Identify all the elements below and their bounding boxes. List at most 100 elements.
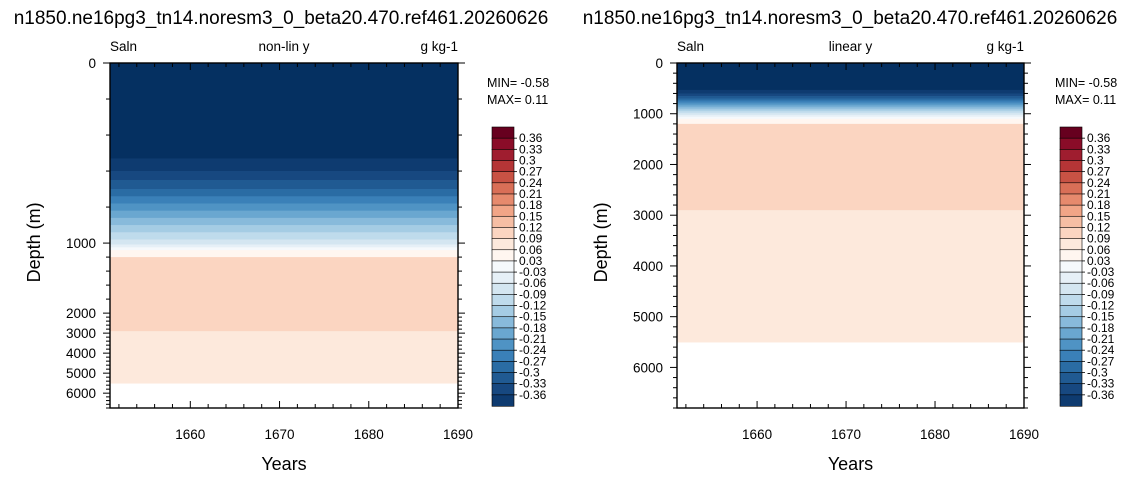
colorbar-label: -0.24	[1087, 343, 1115, 357]
panel-1: n1850.ne16pg3_tn14.noresm3_0_beta20.470.…	[14, 8, 550, 474]
colorbar-box	[1059, 305, 1083, 318]
min-label: MIN= -0.58	[1055, 76, 1117, 90]
colorbar-label: 0.36	[519, 131, 543, 145]
salinity-band	[677, 104, 1024, 108]
variable-label: Saln	[110, 39, 137, 54]
colorbar-label: 0.33	[519, 142, 543, 156]
colorbar-box	[1059, 372, 1083, 385]
colorbar-box	[1059, 294, 1083, 307]
y-tick-label: 2000	[633, 157, 663, 172]
chart-title: n1850.ne16pg3_tn14.noresm3_0_beta20.470.…	[583, 8, 1118, 29]
colorbar-box	[491, 149, 515, 162]
salinity-band	[677, 110, 1024, 114]
colorbar-label: 0.12	[519, 220, 543, 234]
max-label: MAX= 0.11	[487, 93, 548, 107]
colorbar-label: -0.09	[519, 287, 547, 301]
colorbar-label: 0.21	[1087, 187, 1111, 201]
salinity-band	[110, 171, 458, 181]
colorbar-label: -0.15	[519, 310, 547, 324]
salinity-band	[677, 114, 1024, 118]
colorbar-box	[1059, 193, 1083, 206]
colorbar-label: -0.3	[1087, 366, 1108, 380]
colorbar-label: -0.12	[519, 299, 547, 313]
colorbar-label: 0.36	[1087, 131, 1111, 145]
salinity-band	[110, 196, 458, 204]
colorbar-label: -0.24	[519, 343, 547, 357]
salinity-band	[110, 244, 458, 248]
colorbar-label: 0.18	[1087, 198, 1111, 212]
colorbar-label: -0.12	[1087, 299, 1115, 313]
salinity-band	[677, 93, 1024, 97]
salinity-band	[110, 189, 458, 197]
x-tick-label: 1680	[920, 427, 950, 442]
colorbar-box	[1059, 182, 1083, 195]
colorbar-box	[491, 126, 515, 139]
units-label: g kg-1	[420, 39, 458, 54]
colorbar-label: 0.06	[519, 243, 543, 257]
colorbar-label: -0.3	[519, 366, 540, 380]
salinity-band	[110, 239, 458, 245]
colorbar-box	[491, 372, 515, 385]
y-axis-label: Depth (m)	[24, 202, 44, 282]
y-tick-label: 1000	[633, 107, 663, 122]
colorbar-label: -0.27	[1087, 354, 1115, 368]
salinity-band	[110, 158, 458, 172]
x-tick-label: 1680	[354, 427, 384, 442]
x-axis-label: Years	[261, 454, 306, 474]
colorbar-box	[1059, 137, 1083, 150]
colorbar-box	[491, 383, 515, 396]
colorbar-box	[491, 271, 515, 284]
colorbar-label: 0.18	[519, 198, 543, 212]
colorbar-box	[491, 305, 515, 318]
y-tick-label: 6000	[633, 360, 663, 375]
plot-frame	[109, 62, 459, 409]
colorbar-label: 0.33	[1087, 142, 1111, 156]
salinity-band	[110, 203, 458, 212]
panel-2: n1850.ne16pg3_tn14.noresm3_0_beta20.470.…	[583, 8, 1118, 474]
salinity-band	[677, 89, 1024, 94]
colorbar-label: -0.15	[1087, 310, 1115, 324]
max-label: MAX= 0.11	[1055, 93, 1116, 107]
colorbar-box	[491, 249, 515, 262]
min-label: MIN= -0.58	[487, 76, 549, 90]
colorbar-label: 0.21	[519, 187, 543, 201]
x-tick-label: 1660	[175, 427, 205, 442]
colorbar-box	[1059, 171, 1083, 184]
colorbar-label: 0.27	[1087, 165, 1111, 179]
colorbar-box	[491, 316, 515, 329]
salinity-band	[677, 95, 1024, 99]
salinity-band	[110, 331, 458, 384]
colorbar: 0.360.330.30.270.240.210.180.150.120.090…	[491, 126, 547, 407]
y-tick-label: 0	[88, 56, 96, 71]
colorbar-box	[1059, 349, 1083, 362]
colorbar-box	[1059, 316, 1083, 329]
colorbar-box	[491, 215, 515, 229]
colorbar-label: -0.27	[519, 354, 547, 368]
axis-mode-label: linear y	[829, 39, 873, 54]
colorbar-label: 0.24	[519, 176, 543, 190]
colorbar-label: -0.03	[519, 265, 547, 279]
colorbar-label: 0.3	[519, 153, 536, 167]
colorbar-box	[491, 182, 515, 195]
colorbar-box	[1059, 249, 1083, 262]
colorbar-label: 0.09	[519, 232, 543, 246]
colorbar-box	[491, 227, 515, 240]
colorbar-box	[1059, 327, 1083, 340]
salinity-band	[677, 63, 1024, 91]
variable-label: Saln	[677, 39, 704, 54]
y-tick-label: 1000	[66, 236, 96, 251]
colorbar-box	[1059, 160, 1083, 173]
colorbar-box	[491, 361, 515, 374]
salinity-band	[110, 257, 458, 332]
colorbar-box	[491, 282, 515, 295]
salinity-band	[110, 232, 458, 240]
salinity-band	[110, 250, 458, 258]
colorbar-box	[491, 260, 515, 273]
colorbar-box	[491, 193, 515, 206]
colorbar-box	[491, 160, 515, 173]
y-tick-label: 4000	[633, 259, 663, 274]
colorbar-box	[491, 238, 515, 251]
colorbar-label: 0.15	[1087, 209, 1111, 223]
colorbar-box	[1059, 227, 1083, 240]
axis-mode-label: non-lin y	[258, 39, 309, 54]
